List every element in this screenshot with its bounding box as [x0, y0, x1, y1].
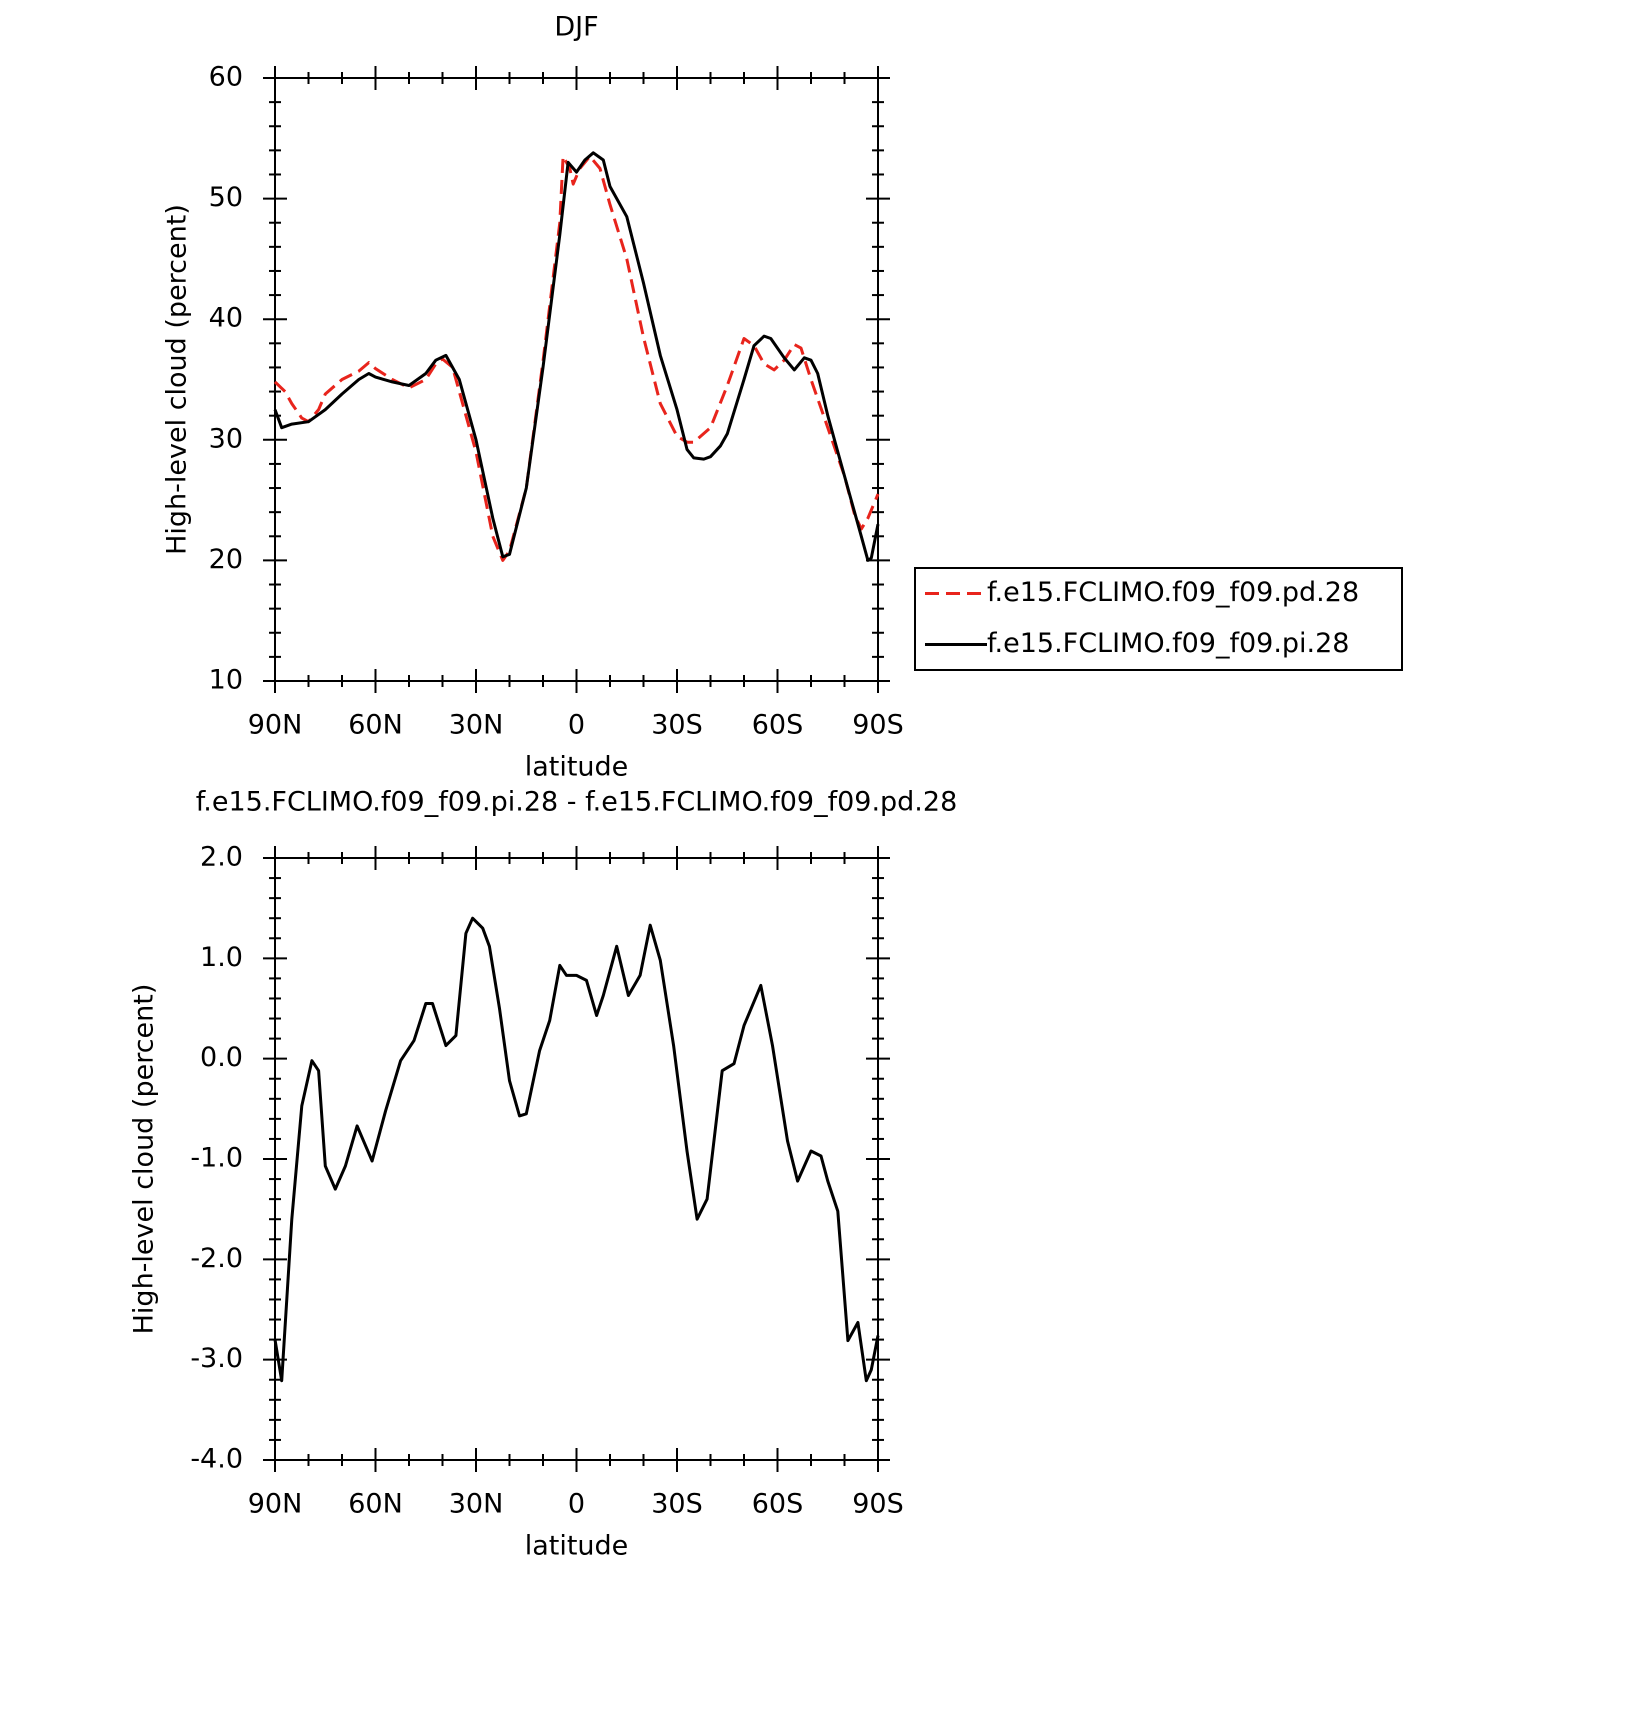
y-tick-label: -2.0 — [190, 1243, 243, 1274]
plot-frame — [274, 77, 879, 682]
legend-label: f.e15.FCLIMO.f09_f09.pi.28 — [987, 628, 1349, 659]
x-tick-label: 30S — [651, 710, 703, 741]
legend-label: f.e15.FCLIMO.f09_f09.pd.28 — [987, 577, 1359, 608]
x-tick-label: 60S — [752, 1489, 804, 1520]
plot-frame — [274, 857, 879, 1461]
y-tick-label: -1.0 — [190, 1143, 243, 1174]
x-tick-label: 90S — [852, 1489, 904, 1520]
x-tick-label: 90N — [248, 1489, 303, 1520]
data-line — [273, 154, 880, 562]
y-tick-label: 2.0 — [200, 842, 243, 873]
x-tick-label: 60S — [752, 710, 804, 741]
chart-title: DJF — [554, 12, 598, 43]
y-tick-label: -4.0 — [190, 1444, 243, 1475]
chart-title: f.e15.FCLIMO.f09_f09.pi.28 - f.e15.FCLIM… — [196, 787, 958, 818]
x-tick-label: 90S — [852, 710, 904, 741]
x-tick-label: 30N — [449, 710, 504, 741]
x-axis-label: latitude — [525, 1531, 629, 1562]
y-axis-label: High-level cloud (percent) — [162, 204, 193, 555]
y-tick-label: 30 — [209, 423, 243, 454]
x-axis-label: latitude — [525, 752, 629, 783]
legend-box — [914, 567, 1403, 671]
y-tick-label: 60 — [209, 62, 243, 93]
y-tick-label: -3.0 — [190, 1343, 243, 1374]
y-tick-label: 10 — [209, 665, 243, 696]
y-tick-label: 1.0 — [200, 942, 243, 973]
x-tick-label: 0 — [568, 710, 585, 741]
y-tick-label: 40 — [209, 303, 243, 334]
y-tick-label: 50 — [209, 182, 243, 213]
x-tick-label: 90N — [248, 710, 303, 741]
data-line — [273, 151, 880, 562]
x-tick-label: 0 — [568, 1489, 585, 1520]
y-tick-label: 0.0 — [200, 1042, 243, 1073]
x-tick-label: 30N — [449, 1489, 504, 1520]
x-tick-label: 60N — [348, 1489, 403, 1520]
y-tick-label: 20 — [209, 544, 243, 575]
x-tick-label: 30S — [651, 1489, 703, 1520]
y-axis-label: High-level cloud (percent) — [129, 984, 160, 1335]
x-tick-label: 60N — [348, 710, 403, 741]
data-line — [273, 916, 880, 1383]
